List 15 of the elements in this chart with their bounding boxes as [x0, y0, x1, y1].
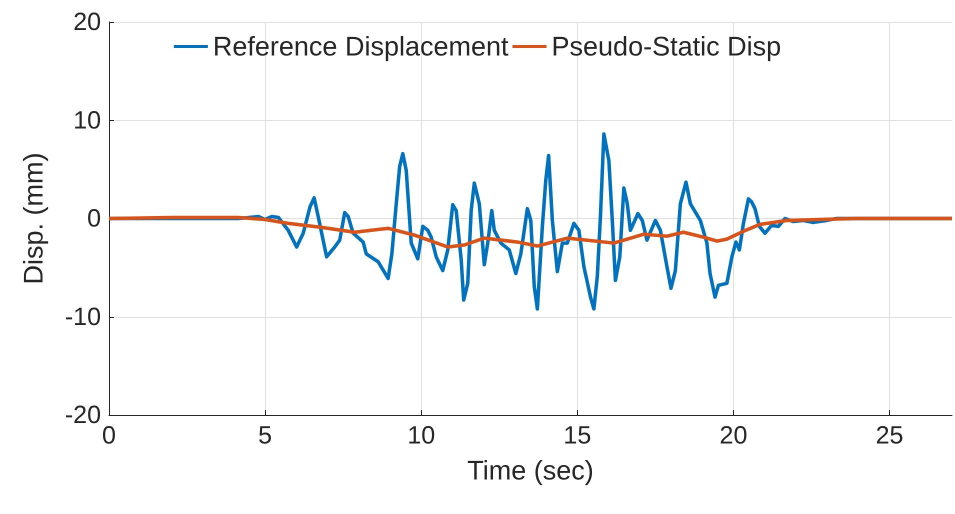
x-tick-label: 10 [407, 422, 436, 450]
line-series [107, 216, 954, 249]
y-tick-label: -20 [64, 401, 101, 429]
y-tick-label: 20 [73, 8, 101, 36]
x-axis-title: Time (sec) [467, 456, 594, 486]
y-tick-label: -10 [64, 302, 101, 331]
x-tick-label: 20 [720, 422, 748, 450]
legend-label: Pseudo-Static Disp [552, 32, 782, 62]
x-tick-label: 15 [563, 422, 592, 450]
x-tick-label: 25 [876, 422, 904, 450]
legend-label: Reference Displacement [212, 32, 510, 62]
y-tick-label: 0 [87, 204, 101, 232]
y-tick-label: 10 [73, 106, 101, 134]
y-axis-title: Disp. (mm) [18, 152, 48, 284]
x-tick-label: 5 [258, 422, 272, 450]
